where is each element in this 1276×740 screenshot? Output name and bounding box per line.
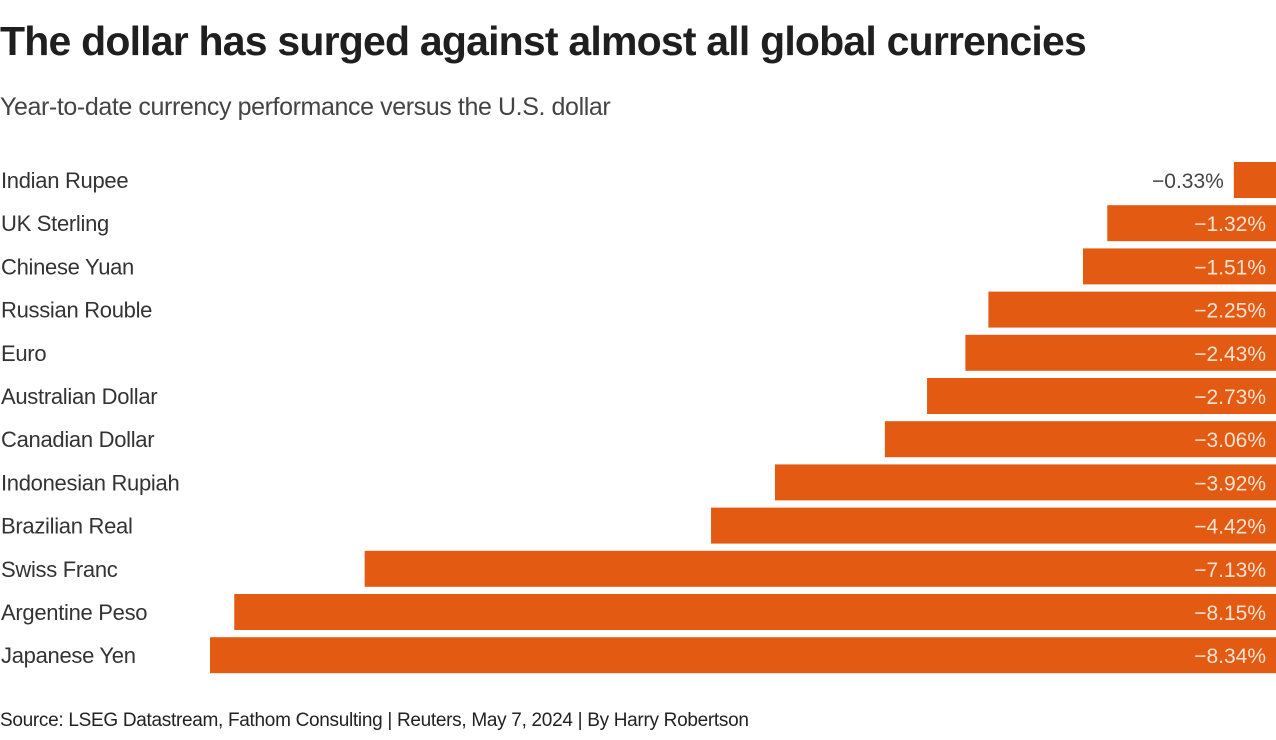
bar-row: Japanese Yen −8.34% [1,637,1276,674]
bar [988,291,1276,328]
category-label: Indian Rupee [1,168,128,193]
value-label: −0.33% [1152,170,1224,193]
bar-row: UK Sterling −1.32% [1,205,1276,242]
bar [364,550,1276,587]
category-label: Russian Rouble [1,298,152,323]
category-label: Canadian Dollar [1,427,154,452]
bar [1107,205,1276,242]
category-label: Chinese Yuan [1,254,134,279]
category-label: Indonesian Rupiah [1,470,179,495]
bar [234,594,1276,630]
category-label: Japanese Yen [1,643,136,668]
bar [711,507,1276,544]
bar [965,334,1276,371]
value-label: −2.25% [1194,300,1266,323]
value-label: −4.42% [1194,516,1266,539]
value-label: −8.15% [1194,602,1266,625]
category-label: UK Sterling [1,211,109,236]
bar-row: Russian Rouble −2.25% [1,291,1276,328]
bar-row: Canadian Dollar −3.06% [1,421,1276,458]
bar-row: Argentine Peso −8.15% [1,594,1276,630]
value-label: −3.06% [1194,429,1266,452]
bar [884,421,1276,458]
category-label: Swiss Franc [1,557,118,582]
bar [1233,162,1276,198]
bar-row: Australian Dollar −2.73% [1,378,1276,414]
source-note: Source: LSEG Datastream, Fathom Consulti… [0,710,749,731]
bar [927,378,1276,414]
bar-chart: Indian Rupee −0.33% UK Sterling −1.32% Chine… [1,162,1276,674]
value-label: −2.43% [1194,343,1266,366]
bar [1082,248,1276,285]
chart-subtitle: Year-to-date currency performance versus… [0,93,611,121]
bar [210,637,1276,674]
value-label: −1.32% [1194,213,1266,236]
category-label: Euro [1,341,46,366]
value-label: −8.34% [1194,645,1266,668]
bar-row: Brazilian Real −4.42% [1,507,1276,544]
bar-row: Indonesian Rupiah −3.92% [1,464,1276,501]
bar-row: Euro −2.43% [1,334,1276,371]
bar [774,464,1276,501]
value-label: −3.92% [1194,472,1266,495]
value-label: −2.73% [1194,386,1266,409]
category-label: Australian Dollar [1,384,157,409]
bar-row: Chinese Yuan −1.51% [1,248,1276,285]
value-label: −7.13% [1194,559,1266,582]
value-label: −1.51% [1194,256,1266,279]
bar-row: Indian Rupee −0.33% [1,162,1276,198]
chart-title: The dollar has surged against almost all… [0,18,1087,64]
category-label: Brazilian Real [1,514,133,539]
bar-row: Swiss Franc −7.13% [1,550,1276,587]
category-label: Argentine Peso [1,600,147,625]
